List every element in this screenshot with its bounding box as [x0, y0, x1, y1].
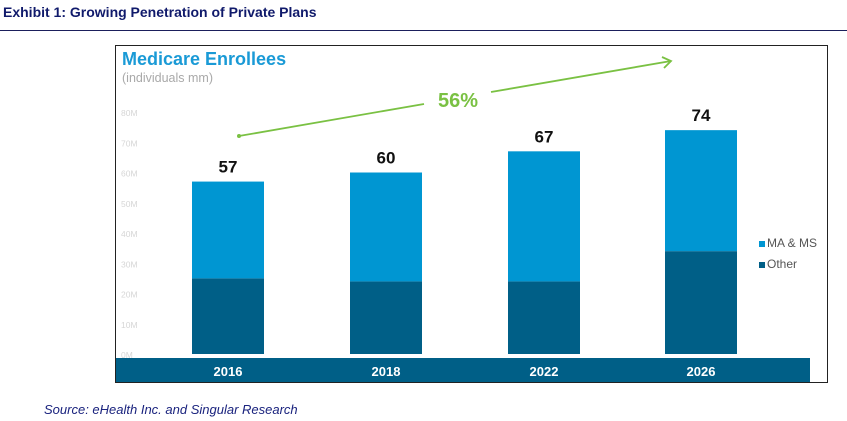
total-label-2018: 60: [377, 149, 396, 168]
y-tick-label: 30M: [121, 259, 138, 269]
category-axis-band: [116, 358, 810, 382]
bar-other-2016: [192, 278, 264, 354]
legend-label: MA & MS: [767, 236, 817, 250]
x-tick-label: 2026: [687, 364, 716, 379]
growth-arrow-segment: [238, 103, 425, 137]
y-tick-label: 10M: [121, 320, 138, 330]
y-tick-label: 20M: [121, 290, 138, 300]
bar-other-2026: [665, 251, 737, 354]
exhibit-title: Exhibit 1: Growing Penetration of Privat…: [3, 4, 317, 20]
legend-swatch: [759, 262, 765, 268]
bar-ma-ms-2018: [350, 172, 422, 282]
chart-title: Medicare Enrollees: [122, 49, 287, 69]
legend-swatch: [759, 241, 765, 247]
growth-annotation: 56%: [438, 90, 478, 112]
chart-subtitle: (individuals mm): [122, 71, 213, 85]
total-label-2022: 67: [535, 127, 554, 146]
source-note: Source: eHealth Inc. and Singular Resear…: [44, 402, 298, 417]
growth-arrow-segment: [490, 60, 672, 93]
y-tick-label: 0M: [121, 350, 133, 360]
y-tick-label: 40M: [121, 229, 138, 239]
y-tick-label: 60M: [121, 169, 138, 179]
total-label-2016: 57: [219, 158, 238, 177]
total-label-2026: 74: [692, 106, 711, 125]
title-divider: [0, 30, 847, 31]
legend-label: Other: [767, 257, 797, 271]
arrow-head-icon: [661, 56, 673, 69]
bar-other-2018: [350, 281, 422, 354]
x-tick-label: 2022: [530, 364, 559, 379]
chart-frame: [115, 45, 828, 383]
bar-ma-ms-2016: [192, 181, 264, 279]
bar-ma-ms-2026: [665, 130, 737, 252]
bar-other-2022: [508, 281, 580, 354]
bar-ma-ms-2022: [508, 151, 580, 282]
y-tick-label: 70M: [121, 138, 138, 148]
x-tick-label: 2016: [214, 364, 243, 379]
y-tick-label: 50M: [121, 199, 138, 209]
y-tick-label: 80M: [121, 108, 138, 118]
x-tick-label: 2018: [372, 364, 401, 379]
